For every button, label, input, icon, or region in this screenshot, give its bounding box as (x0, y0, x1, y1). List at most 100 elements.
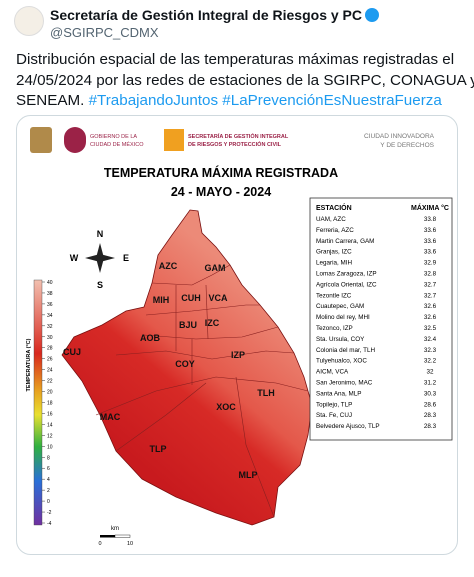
station-name: Sta. Fe, CUJ (316, 412, 352, 419)
borough-label: COY (175, 359, 195, 369)
borough-label: MIH (153, 295, 170, 305)
borough-label: MAC (100, 412, 121, 422)
legend-tick-label: 38 (47, 291, 53, 297)
text-line: 24/05/2024 por las redes de estaciones d… (16, 71, 474, 89)
borough-label: CUJ (63, 347, 81, 357)
station-value: 32.7 (424, 281, 437, 288)
borough-label: AZC (159, 261, 178, 271)
station-value: 33.8 (424, 216, 437, 223)
station-name: Agrícola Oriental, IZC (316, 281, 377, 288)
tweet-image[interactable]: GOBIERNO DE LA CIUDAD DE MÉXICO SECRETAR… (16, 115, 458, 555)
legend-tick-label: 6 (47, 466, 50, 472)
station-value: 32.3 (424, 347, 437, 354)
station-value: 32.4 (424, 336, 437, 343)
table-box (309, 197, 453, 441)
legend-tick-label: 30 (47, 335, 53, 341)
borough-label: GAM (205, 263, 226, 273)
station-name: Topilejo, TLP (316, 401, 352, 408)
scale-label: 10 (127, 541, 133, 547)
legend-label: TEMPERATURA (°C) (26, 338, 32, 391)
station-name: Molino del rey, MHI (316, 314, 370, 321)
slogan: Y DE DERECHOS (380, 142, 434, 149)
legend-tick-label: -2 (47, 510, 52, 516)
slogan: CIUDAD INNOVADORA (364, 133, 435, 140)
station-value: 32 (426, 369, 434, 376)
station-value: 28.3 (424, 423, 437, 430)
legend-tick-label: 12 (47, 433, 53, 439)
logo-text: DE RIESGOS Y PROTECCIÓN CIVIL (188, 140, 282, 148)
station-name: Colonia del mar, TLH (316, 347, 375, 354)
legend-tick-label: 36 (47, 302, 53, 308)
logo-crest (30, 127, 52, 153)
borough-label: VCA (208, 293, 228, 303)
station-name: Granjas, IZC (316, 249, 352, 256)
borough-label: IZP (231, 350, 245, 360)
station-name: Belvedere Ajusco, TLP (316, 423, 380, 430)
borough-label: MLP (239, 470, 258, 480)
station-value: 32.6 (424, 314, 437, 321)
legend-tick-label: 16 (47, 411, 53, 417)
compass: N W E S (70, 229, 129, 290)
station-name: Cuautepec, GAM (316, 303, 364, 310)
station-name: Legaria, MIH (316, 260, 352, 267)
map-date: 24 - MAYO - 2024 (171, 185, 271, 199)
scale-bar: km 0 10 (98, 526, 133, 547)
legend-ticks: 4038363432302826242220181614121086420-2-… (42, 280, 53, 527)
map-title: TEMPERATURA MÁXIMA REGISTRADA (104, 165, 338, 180)
text-line: Distribución espacial de las temperatura… (16, 51, 455, 68)
borough-label: CUH (181, 293, 201, 303)
map-shape (61, 209, 313, 526)
legend-tick-label: 28 (47, 346, 53, 352)
legend-bar (33, 279, 43, 526)
station-value: 28.6 (424, 401, 437, 408)
legend-tick-label: 32 (47, 324, 53, 330)
borough-label: TLP (150, 444, 167, 454)
author-text[interactable]: Secretaría de Gestión Integral de Riesgo… (50, 7, 362, 23)
table: ESTACIÓN MÁXIMA °C UAM, AZC 33.8 Ferreria, A… (316, 203, 449, 430)
station-name: Martin Carrera, GAM (316, 238, 374, 245)
station-name: Santa Ana, MLP (316, 390, 362, 397)
hashtag[interactable]: #LaPrevenciónEsNuestraFuerza (222, 92, 442, 109)
station-value: 32.6 (424, 303, 437, 310)
handle[interactable]: @SGIRPC_CDMX (50, 25, 159, 40)
legend-tick-label: 18 (47, 401, 53, 407)
legend-tick-label: 20 (47, 390, 53, 396)
legend-tick-label: 24 (47, 368, 53, 374)
legend-tick-label: 14 (47, 422, 53, 428)
table-header: MÁXIMA °C (411, 203, 449, 212)
compass-label: W (70, 253, 79, 263)
hashtag[interactable]: #TrabajandoJuntos (88, 92, 219, 109)
logo-text: CIUDAD DE MÉXICO (90, 141, 144, 148)
borough-label: TLH (257, 388, 275, 398)
logo-text: SECRETARÍA DE GESTIÓN INTEGRAL (188, 132, 289, 140)
text-part: SENEAM. (16, 92, 85, 109)
station-value: 28.3 (424, 412, 437, 419)
borough-label: XOC (216, 402, 236, 412)
legend-tick-label: 4 (47, 477, 50, 483)
legend-tick-label: 40 (47, 280, 53, 286)
compass-label: E (123, 253, 129, 263)
station-name: San Jeronimo, MAC (316, 380, 373, 387)
logo-pc (164, 129, 184, 151)
station-value: 31.2 (424, 380, 437, 387)
station-name: Sta. Ursula, COY (316, 336, 365, 343)
station-name: Tezontle IZC (316, 292, 352, 299)
station-name: Lomas Zaragoza, IZP (316, 271, 377, 278)
station-value: 30.3 (424, 390, 437, 397)
station-value: 32.2 (424, 358, 437, 365)
legend-tick-label: 0 (47, 499, 50, 505)
logo-text: GOBIERNO DE LA (90, 134, 137, 140)
author-name[interactable]: Secretaría de Gestión Integral de Riesgo… (50, 7, 379, 23)
station-value: 33.6 (424, 227, 437, 234)
station-value: 32.9 (424, 260, 437, 267)
legend-tick-label: 8 (47, 455, 50, 461)
station-value: 33.6 (424, 249, 437, 256)
scale-label: 0 (98, 541, 101, 547)
avatar[interactable] (14, 6, 44, 36)
compass-label: S (97, 280, 103, 290)
legend-tick-label: 22 (47, 379, 53, 385)
station-name: Tulyehualco, XOC (316, 358, 367, 365)
station-name: Tezonco, IZP (316, 325, 353, 332)
legend-tick-label: -4 (47, 521, 52, 527)
